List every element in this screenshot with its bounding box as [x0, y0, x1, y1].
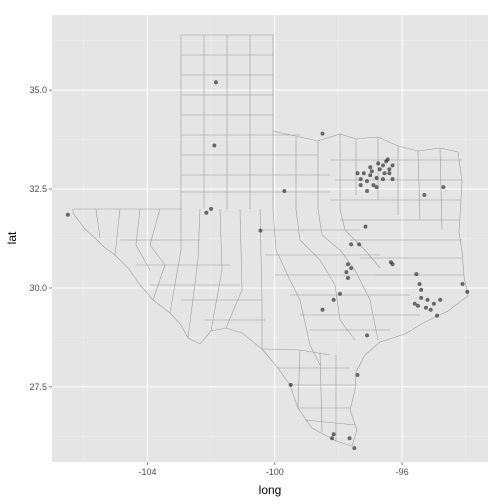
- data-point: [377, 167, 382, 172]
- grid-minor: [52, 15, 488, 462]
- data-point: [423, 305, 428, 310]
- data-point: [435, 313, 440, 318]
- y-axis-title: lat: [5, 231, 19, 244]
- data-point: [204, 210, 209, 215]
- data-point: [374, 175, 379, 180]
- data-point: [441, 185, 446, 190]
- data-point: [344, 270, 349, 275]
- data-point: [438, 297, 443, 302]
- data-point: [425, 297, 430, 302]
- data-point: [352, 446, 357, 451]
- data-point: [282, 189, 287, 194]
- data-point: [357, 242, 362, 247]
- data-point: [349, 266, 354, 271]
- data-point: [419, 295, 424, 300]
- data-point: [428, 307, 433, 312]
- data-point: [390, 177, 395, 182]
- data-point: [363, 224, 368, 229]
- data-point: [65, 212, 70, 217]
- data-point: [460, 281, 465, 286]
- data-point: [422, 192, 427, 197]
- data-point: [417, 281, 422, 286]
- county-lines-central: [262, 208, 420, 366]
- data-point: [320, 131, 325, 136]
- data-point: [419, 287, 424, 292]
- data-point: [365, 333, 370, 338]
- data-point: [258, 228, 263, 233]
- data-point: [365, 179, 370, 184]
- y-tick-label: 32.5: [29, 184, 47, 194]
- data-points: [65, 80, 470, 451]
- data-point: [368, 165, 373, 170]
- x-tick-label: -96: [396, 467, 409, 477]
- data-point: [380, 163, 385, 168]
- x-axis-ticks: -104 -100 -96: [138, 462, 409, 477]
- data-point: [288, 382, 293, 387]
- data-point: [415, 303, 420, 308]
- data-point: [365, 189, 370, 194]
- data-point: [347, 436, 352, 441]
- data-point: [331, 432, 336, 437]
- y-tick-label: 35.0: [29, 85, 47, 95]
- county-lines-west: [95, 208, 265, 349]
- data-point: [345, 276, 350, 281]
- data-point: [345, 262, 350, 267]
- data-point: [355, 171, 360, 176]
- data-point: [358, 177, 363, 182]
- data-point: [212, 143, 217, 148]
- y-tick-label: 27.5: [29, 382, 47, 392]
- grid-major: [52, 15, 488, 462]
- data-point: [385, 157, 390, 162]
- data-point: [414, 272, 419, 277]
- data-point: [374, 185, 379, 190]
- county-lines-panhandle: [181, 35, 330, 209]
- texas-county-map: [72, 34, 469, 447]
- data-point: [387, 167, 392, 172]
- data-point: [390, 163, 395, 168]
- y-axis-ticks: 27.5 30.0 32.5 35.0: [29, 85, 52, 392]
- data-point: [431, 301, 436, 306]
- data-point: [371, 183, 376, 188]
- data-point: [355, 372, 360, 377]
- data-point: [358, 183, 363, 188]
- data-point: [387, 171, 392, 176]
- data-point: [213, 80, 218, 85]
- data-point: [368, 173, 373, 178]
- data-point: [369, 169, 374, 174]
- x-tick-label: -100: [266, 467, 284, 477]
- data-point: [465, 289, 470, 294]
- state-outline: [72, 34, 469, 447]
- data-point: [349, 242, 354, 247]
- data-point: [331, 297, 336, 302]
- data-point: [380, 177, 385, 182]
- data-point: [330, 436, 335, 441]
- y-tick-label: 30.0: [29, 283, 47, 293]
- data-point: [390, 262, 395, 267]
- data-point: [361, 171, 366, 176]
- data-point: [412, 301, 417, 306]
- x-tick-label: -104: [138, 467, 156, 477]
- data-point: [209, 206, 214, 211]
- data-point: [338, 291, 343, 296]
- county-lines-south: [261, 348, 356, 441]
- data-point: [320, 307, 325, 312]
- data-point: [382, 171, 387, 176]
- x-axis-title: long: [259, 483, 282, 497]
- data-point: [376, 161, 381, 166]
